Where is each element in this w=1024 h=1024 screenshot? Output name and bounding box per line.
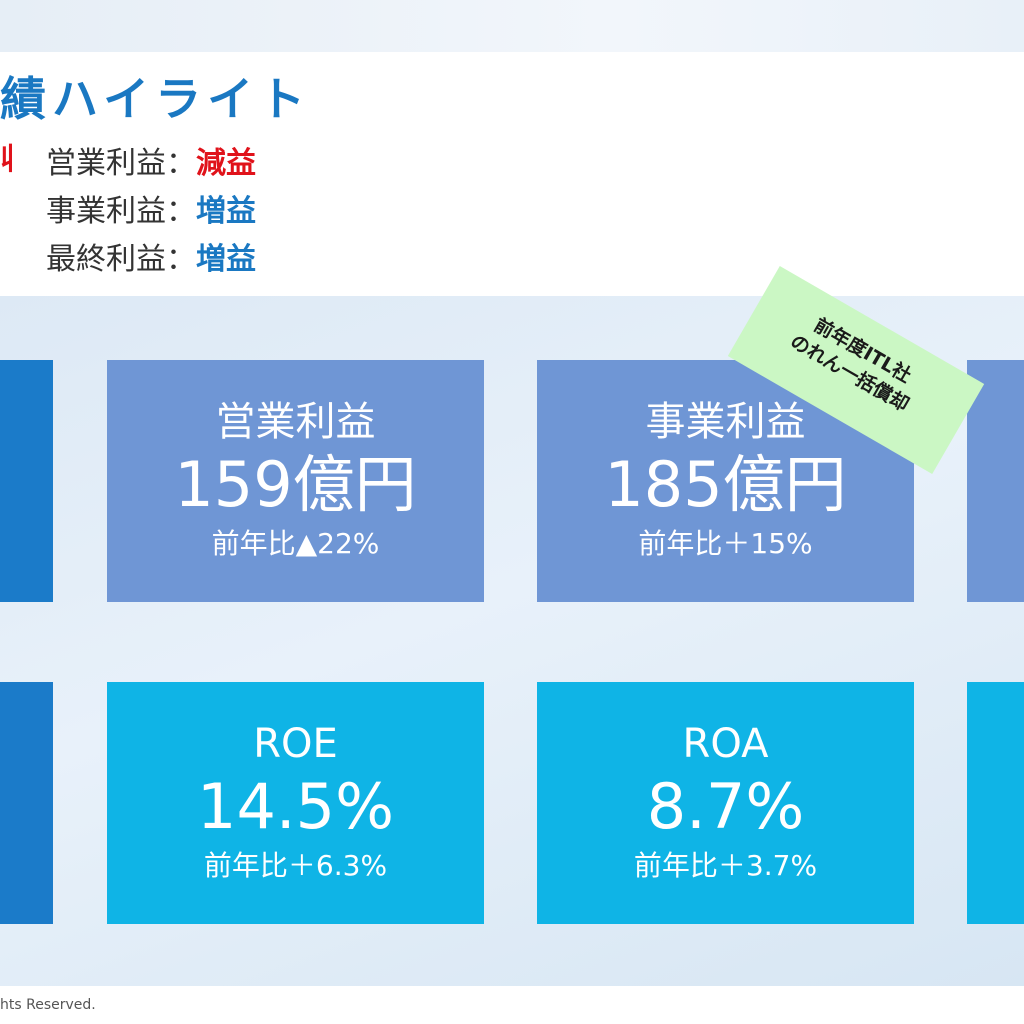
kpi-card-business-profit: 事業利益 185億円 前年比＋15% xyxy=(537,360,914,602)
kpi-card-right-edge-bottom xyxy=(967,682,1024,924)
summary-result: 増益 xyxy=(196,242,256,277)
page-title: 績ハイライト xyxy=(0,72,312,126)
kpi-value: 159億円 xyxy=(174,448,417,521)
kpi-card-operating-profit: 営業利益 159億円 前年比▲22% xyxy=(107,360,484,602)
header-panel xyxy=(0,52,1024,296)
kpi-card-roe: ROE 14.5% 前年比＋6.3% xyxy=(107,682,484,924)
kpi-change: 前年比▲22% xyxy=(211,527,380,560)
summary-label: 事業利益： xyxy=(46,194,196,229)
footer xyxy=(0,986,1024,1024)
kpi-card-left-edge-top xyxy=(0,360,53,602)
kpi-change: 前年比＋15% xyxy=(638,527,813,560)
summary-label: 最終利益： xyxy=(46,242,196,277)
kpi-name: 事業利益 xyxy=(645,399,806,445)
summary-label: 営業利益： xyxy=(46,146,196,181)
kpi-value: 14.5% xyxy=(197,770,394,843)
kpi-change: 前年比＋3.7% xyxy=(633,849,818,882)
top-band xyxy=(0,0,1024,52)
kpi-card-left-edge-bottom xyxy=(0,682,53,924)
kpi-name: ROE xyxy=(253,721,338,767)
kpi-change: 前年比＋6.3% xyxy=(203,849,388,882)
copyright-text: hts Reserved. xyxy=(0,997,96,1013)
kpi-name: ROA xyxy=(682,721,769,767)
kpi-value: 8.7% xyxy=(646,770,805,843)
kpi-card-roa: ROA 8.7% 前年比＋3.7% xyxy=(537,682,914,924)
summary-result: 増益 xyxy=(196,194,256,229)
kpi-value: 185億円 xyxy=(604,448,847,521)
summary-operating-profit: 営業利益：減益 xyxy=(46,142,256,186)
summary-result: 減益 xyxy=(196,146,256,181)
summary-business-profit: 事業利益：増益 xyxy=(46,190,256,234)
summary-left-glyph: 収 xyxy=(0,140,12,180)
summary-net-profit: 最終利益：増益 xyxy=(46,238,256,282)
kpi-name: 営業利益 xyxy=(215,399,376,445)
kpi-card-right-edge-top xyxy=(967,360,1024,602)
